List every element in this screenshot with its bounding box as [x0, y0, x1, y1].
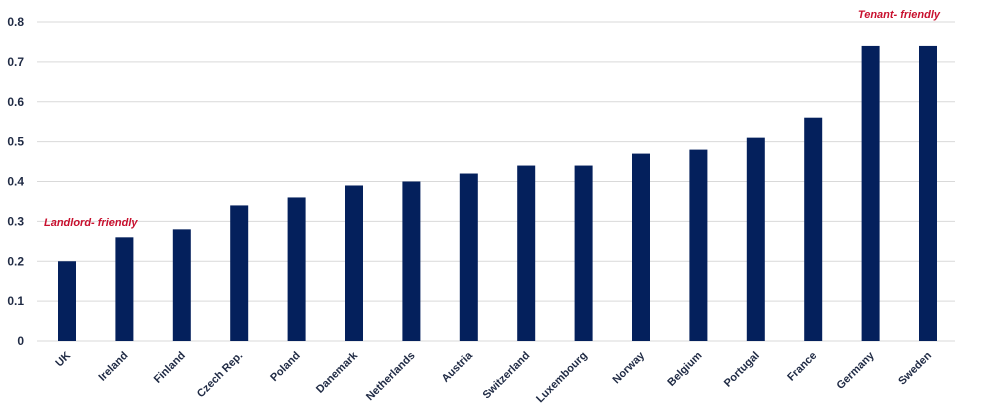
- y-tick-label: 0.8: [7, 15, 24, 29]
- y-tick-label: 0.1: [7, 294, 24, 308]
- x-tick-label: Luxembourg: [534, 350, 590, 406]
- bar-norway: [632, 153, 650, 341]
- x-tick-label: Portugal: [722, 350, 762, 390]
- bars: [58, 45, 937, 342]
- x-tick-label: France: [785, 350, 819, 384]
- bar-austria: [459, 173, 478, 341]
- x-tick-label: Belgium: [665, 349, 704, 388]
- x-axis-ticks: UK Ireland Finland Czech Rep. Poland Danemark…: [53, 349, 934, 405]
- y-tick-label: 0.3: [7, 214, 24, 228]
- x-tick-label: Ireland: [97, 350, 131, 384]
- annotation-landlord-friendly: Landlord- friendly: [44, 217, 138, 229]
- bar-sweden: [919, 45, 937, 342]
- y-tick-label: 0: [17, 334, 24, 348]
- x-tick-label: Germany: [835, 349, 878, 392]
- x-tick-label: Netherlands: [364, 350, 417, 403]
- x-tick-label: Danemark: [314, 349, 361, 396]
- y-tick-label: 0.2: [7, 254, 24, 268]
- bar-france: [804, 117, 823, 341]
- y-tick-label: 0.7: [7, 55, 24, 69]
- x-tick-label: Finland: [152, 350, 188, 386]
- bar-netherlands: [402, 181, 421, 341]
- x-tick-label: Sweden: [896, 349, 934, 387]
- bar-finland: [172, 229, 191, 341]
- x-tick-label: Austria: [440, 349, 476, 385]
- x-tick-label: Switzerland: [481, 350, 533, 402]
- x-tick-label: UK: [53, 350, 73, 370]
- bar-belgium: [689, 149, 708, 341]
- bar-ireland: [115, 237, 134, 341]
- bar-uk: [58, 261, 76, 341]
- x-tick-label: Poland: [268, 350, 302, 384]
- bar-czech-rep: [230, 205, 249, 341]
- bar-poland: [287, 197, 306, 341]
- y-tick-label: 0.4: [7, 175, 24, 189]
- bar-germany: [861, 45, 880, 342]
- bar-luxembourg: [574, 165, 593, 341]
- y-tick-label: 0.5: [7, 135, 24, 149]
- x-tick-label: Norway: [611, 349, 648, 386]
- y-tick-label: 0.6: [7, 95, 24, 109]
- bar-portugal: [746, 137, 765, 341]
- bar-danemark: [345, 185, 363, 341]
- bar-switzerland: [517, 165, 536, 341]
- annotation-tenant-friendly: Tenant- friendly: [858, 9, 941, 21]
- y-axis-ticks: 0 0.1 0.2 0.3 0.4 0.5 0.6 0.7 0.8: [7, 15, 24, 348]
- x-tick-label: Czech Rep.: [195, 350, 245, 400]
